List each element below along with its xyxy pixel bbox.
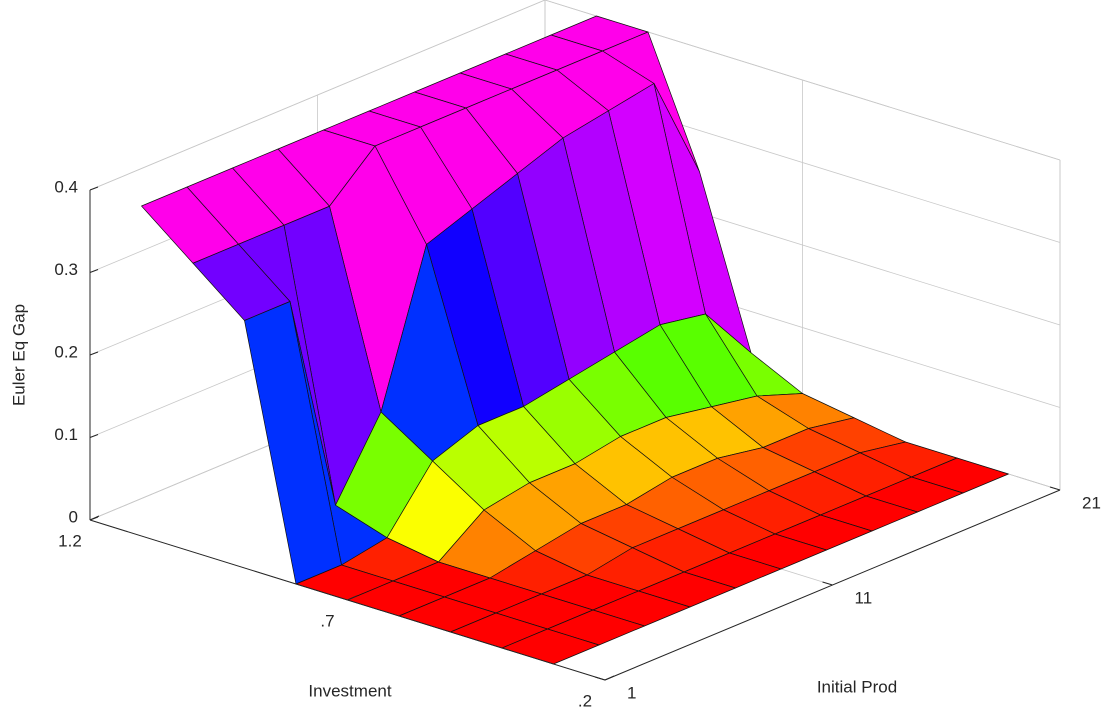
- z-tick-label: 0.4: [54, 177, 78, 196]
- tick-mark: [89, 434, 99, 438]
- tick-mark: [89, 351, 99, 356]
- tick-mark: [594, 676, 606, 681]
- tick-mark: [822, 581, 833, 586]
- tick-mark: [89, 269, 99, 273]
- tick-mark: [604, 675, 615, 681]
- z-axis-label: Euler Eq Gap: [9, 304, 28, 406]
- y-axis-label: Initial Prod: [817, 677, 897, 696]
- y-tick-label: 11: [855, 588, 873, 607]
- tick-mark: [89, 186, 99, 191]
- z-tick-label: 0.1: [54, 425, 78, 444]
- z-tick-label: 0: [69, 507, 78, 526]
- tick-mark: [1049, 486, 1061, 491]
- z-tick-label: 0.3: [54, 260, 78, 279]
- x-tick-label: .2: [578, 691, 592, 710]
- y-tick-label: 21: [1082, 493, 1101, 512]
- tick-mark: [347, 595, 357, 601]
- z-tick-label: 0.2: [54, 342, 78, 361]
- x-tick-label: 1.2: [58, 531, 82, 550]
- x-axis-label: Investment: [308, 681, 391, 700]
- x-tick-label: .7: [320, 611, 334, 630]
- y-tick-label: 1: [627, 683, 636, 702]
- tick-mark: [89, 515, 100, 521]
